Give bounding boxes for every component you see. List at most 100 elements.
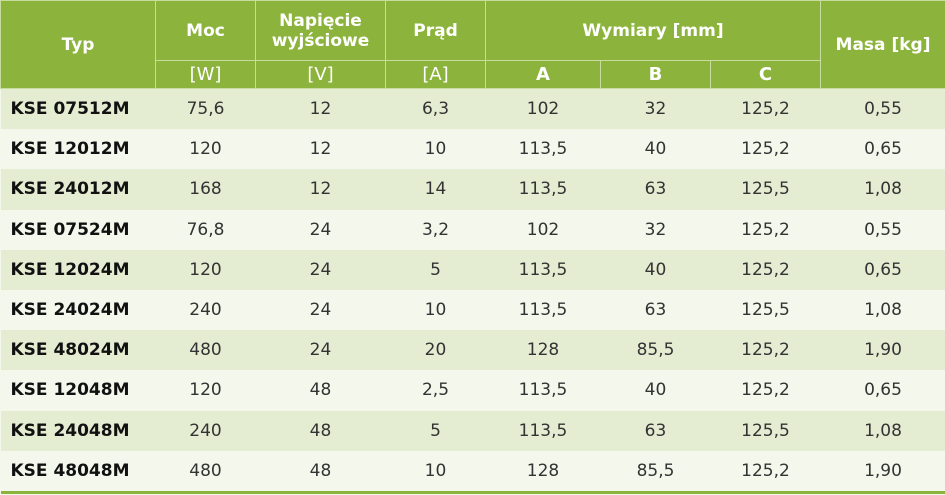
value-cell: 5 xyxy=(385,249,486,290)
value-cell: 63 xyxy=(600,169,711,210)
value-cell: 48 xyxy=(255,410,386,451)
value-cell: 120 xyxy=(155,129,256,170)
value-cell: 75,6 xyxy=(155,88,256,130)
type-cell: KSE 48024M xyxy=(0,330,156,371)
value-cell: 0,55 xyxy=(820,88,945,130)
value-cell: 2,5 xyxy=(385,370,486,411)
value-cell: 113,5 xyxy=(485,169,601,210)
value-cell: 24 xyxy=(255,209,386,250)
type-cell: KSE 12012M xyxy=(0,129,156,170)
value-cell: 113,5 xyxy=(485,289,601,331)
type-cell: KSE 48048M xyxy=(0,450,156,494)
value-cell: 48 xyxy=(255,370,386,411)
value-cell: 5 xyxy=(385,410,486,451)
table-row: KSE 12024M 120 24 5 113,5 40 125,2 0,65 xyxy=(0,249,945,290)
unit-cell: B xyxy=(600,60,711,89)
value-cell: 113,5 xyxy=(485,410,601,451)
value-cell: 1,08 xyxy=(820,169,945,210)
value-cell: 32 xyxy=(600,209,711,250)
unit-cell: C xyxy=(709,60,822,89)
unit-cell: [W] xyxy=(155,60,256,89)
value-cell: 24 xyxy=(255,249,386,290)
value-cell: 125,5 xyxy=(710,289,821,331)
type-cell: KSE 24024M xyxy=(0,289,156,331)
type-cell: KSE 07512M xyxy=(0,88,156,130)
value-cell: 240 xyxy=(155,410,256,451)
value-cell: 125,5 xyxy=(710,169,821,210)
value-cell: 113,5 xyxy=(485,249,601,290)
value-cell: 48 xyxy=(255,450,386,494)
value-cell: 12 xyxy=(255,129,386,170)
value-cell: 63 xyxy=(600,410,711,451)
value-cell: 480 xyxy=(155,330,256,371)
table-row: KSE 12048M 120 48 2,5 113,5 40 125,2 0,65 xyxy=(0,370,945,411)
table-row: KSE 24024M 240 24 10 113,5 63 125,5 1,08 xyxy=(0,289,945,331)
value-cell: 1,08 xyxy=(820,289,945,331)
value-cell: 240 xyxy=(155,289,256,331)
type-cell: KSE 24012M xyxy=(0,169,156,210)
header-cell: Prąd xyxy=(385,0,486,61)
value-cell: 125,2 xyxy=(710,88,821,130)
value-cell: 125,2 xyxy=(710,330,821,371)
header-row: Typ Moc Napięcie wyjściowe Prąd Wymiary … xyxy=(0,0,945,89)
value-cell: 14 xyxy=(385,169,486,210)
header-cell: Masa [kg] xyxy=(820,0,945,89)
type-cell: KSE 07524M xyxy=(0,209,156,250)
value-cell: 125,5 xyxy=(710,410,821,451)
value-cell: 125,2 xyxy=(710,450,821,494)
value-cell: 0,55 xyxy=(820,209,945,250)
value-cell: 128 xyxy=(485,450,601,494)
table-row: KSE 48024M 480 24 20 128 85,5 125,2 1,90 xyxy=(0,330,945,371)
header-cell: Moc xyxy=(155,0,256,61)
value-cell: 32 xyxy=(600,88,711,130)
table-row: KSE 24012M 168 12 14 113,5 63 125,5 1,08 xyxy=(0,169,945,210)
unit-cell: [A] xyxy=(385,60,486,89)
value-cell: 10 xyxy=(385,450,486,494)
table-row: KSE 12012M 120 12 10 113,5 40 125,2 0,65 xyxy=(0,129,945,170)
value-cell: 120 xyxy=(155,370,256,411)
value-cell: 40 xyxy=(600,370,711,411)
value-cell: 10 xyxy=(385,129,486,170)
value-cell: 128 xyxy=(485,330,601,371)
type-cell: KSE 24048M xyxy=(0,410,156,451)
table-body: KSE 07512M 75,6 12 6,3 102 32 125,2 0,55 KSE 120… xyxy=(0,88,945,494)
value-cell: 168 xyxy=(155,169,256,210)
unit-cell: [V] xyxy=(255,60,386,89)
value-cell: 102 xyxy=(485,88,601,130)
unit-row: [W] [V] [A] A B C xyxy=(1,60,945,89)
value-cell: 1,90 xyxy=(820,330,945,371)
table-row: KSE 07524M 76,8 24 3,2 102 32 125,2 0,55 xyxy=(0,209,945,250)
value-cell: 12 xyxy=(255,169,386,210)
value-cell: 120 xyxy=(155,249,256,290)
value-cell: 125,2 xyxy=(710,129,821,170)
value-cell: 76,8 xyxy=(155,209,256,250)
value-cell: 12 xyxy=(255,88,386,130)
value-cell: 0,65 xyxy=(820,370,945,411)
value-cell: 3,2 xyxy=(385,209,486,250)
value-cell: 113,5 xyxy=(485,370,601,411)
value-cell: 20 xyxy=(385,330,486,371)
value-cell: 1,90 xyxy=(820,450,945,494)
value-cell: 1,08 xyxy=(820,410,945,451)
value-cell: 24 xyxy=(255,289,386,331)
table-row: KSE 48048M 480 48 10 128 85,5 125,2 1,90 xyxy=(0,450,945,494)
value-cell: 6,3 xyxy=(385,88,486,130)
value-cell: 85,5 xyxy=(600,330,711,371)
type-cell: KSE 12048M xyxy=(0,370,156,411)
unit-cell: A xyxy=(485,60,601,89)
header-cell: Typ xyxy=(0,0,156,89)
value-cell: 63 xyxy=(600,289,711,331)
value-cell: 85,5 xyxy=(600,450,711,494)
value-cell: 125,2 xyxy=(710,249,821,290)
value-cell: 102 xyxy=(485,209,601,250)
value-cell: 480 xyxy=(155,450,256,494)
value-cell: 125,2 xyxy=(710,209,821,250)
table-row: KSE 07512M 75,6 12 6,3 102 32 125,2 0,55 xyxy=(0,88,945,130)
value-cell: 113,5 xyxy=(485,129,601,170)
table-header: Typ Moc Napięcie wyjściowe Prąd Wymiary … xyxy=(0,0,945,89)
value-cell: 0,65 xyxy=(820,129,945,170)
type-cell: KSE 12024M xyxy=(0,249,156,290)
value-cell: 125,2 xyxy=(710,370,821,411)
